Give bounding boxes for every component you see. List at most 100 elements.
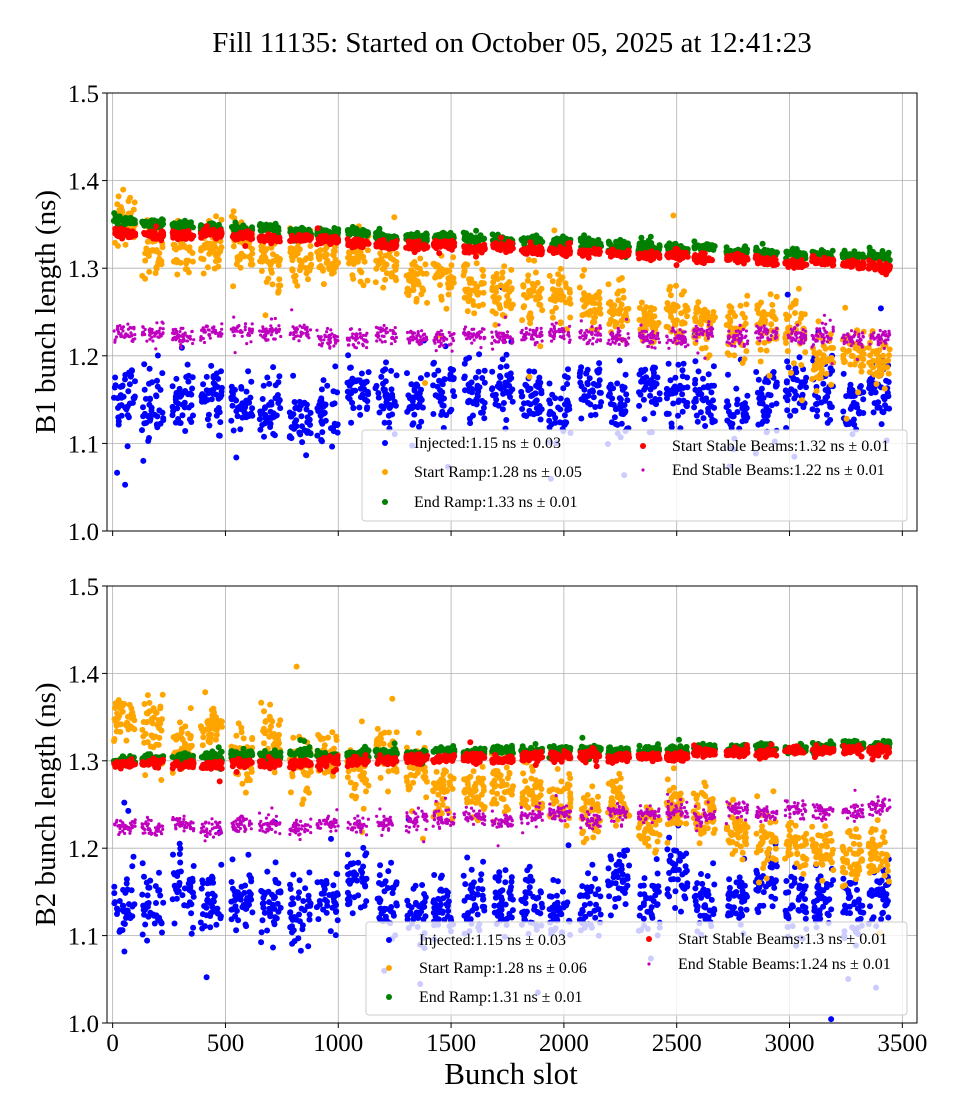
data-point bbox=[546, 380, 553, 387]
data-point bbox=[308, 328, 313, 332]
data-point bbox=[419, 285, 426, 292]
data-point bbox=[422, 261, 429, 268]
data-point bbox=[181, 243, 188, 250]
data-point bbox=[674, 249, 681, 256]
data-point bbox=[820, 352, 826, 359]
data-point bbox=[279, 334, 283, 339]
data-point bbox=[530, 411, 537, 418]
data-point bbox=[144, 238, 151, 245]
data-point bbox=[578, 383, 585, 390]
data-point bbox=[552, 304, 559, 311]
data-point bbox=[159, 217, 166, 223]
data-point bbox=[356, 404, 363, 411]
data-point bbox=[875, 355, 882, 362]
data-point bbox=[411, 269, 418, 276]
data-point bbox=[523, 383, 530, 390]
data-point bbox=[754, 306, 761, 313]
data-point bbox=[743, 405, 750, 412]
data-point bbox=[474, 393, 481, 400]
data-point bbox=[549, 278, 556, 285]
data-point bbox=[328, 345, 332, 349]
data-point bbox=[236, 325, 240, 329]
data-point bbox=[531, 257, 538, 264]
data-point bbox=[247, 333, 251, 337]
data-point bbox=[419, 404, 426, 411]
data-point bbox=[173, 375, 180, 382]
data-point bbox=[792, 407, 799, 414]
data-point bbox=[596, 295, 603, 302]
data-point bbox=[263, 246, 270, 253]
data-point bbox=[335, 335, 340, 339]
data-point bbox=[430, 360, 437, 367]
data-point bbox=[272, 395, 279, 402]
data-point bbox=[130, 206, 137, 213]
data-point bbox=[760, 408, 767, 415]
data-point bbox=[590, 394, 597, 401]
data-point bbox=[705, 383, 712, 390]
data-point bbox=[181, 326, 185, 330]
data-point bbox=[349, 375, 356, 382]
data-point bbox=[553, 235, 560, 242]
data-point bbox=[142, 257, 149, 264]
data-point bbox=[205, 324, 209, 328]
data-point bbox=[121, 329, 125, 333]
data-point bbox=[492, 401, 499, 408]
data-point bbox=[114, 242, 121, 249]
data-point bbox=[154, 352, 161, 359]
data-point bbox=[461, 360, 468, 367]
data-point bbox=[264, 334, 268, 338]
data-point bbox=[490, 274, 497, 281]
data-point bbox=[307, 243, 314, 249]
data-point bbox=[596, 305, 603, 312]
data-point bbox=[258, 247, 265, 254]
data-point bbox=[489, 385, 496, 392]
data-point bbox=[587, 237, 594, 244]
data-point bbox=[161, 321, 165, 325]
data-point bbox=[276, 238, 283, 245]
data-point bbox=[537, 416, 544, 423]
data-point bbox=[692, 395, 699, 402]
data-point bbox=[788, 369, 794, 376]
data-point bbox=[155, 259, 162, 266]
data-point bbox=[435, 367, 442, 374]
data-point bbox=[204, 264, 211, 271]
data-point bbox=[358, 243, 365, 250]
data-point bbox=[220, 327, 224, 331]
data-point bbox=[171, 328, 175, 332]
data-point bbox=[172, 396, 179, 403]
data-point bbox=[668, 313, 674, 320]
data-point bbox=[257, 411, 264, 418]
data-point bbox=[171, 220, 178, 227]
data-point bbox=[267, 420, 274, 427]
data-point bbox=[348, 327, 352, 331]
data-point bbox=[546, 272, 553, 279]
data-point bbox=[850, 251, 857, 258]
data-point bbox=[885, 370, 892, 377]
data-point bbox=[480, 404, 487, 411]
data-point bbox=[529, 280, 536, 287]
data-point bbox=[611, 414, 618, 421]
data-point bbox=[233, 351, 237, 355]
data-point bbox=[759, 240, 766, 247]
data-point bbox=[669, 254, 676, 260]
data-point bbox=[249, 340, 253, 344]
data-point bbox=[683, 402, 690, 409]
data-point bbox=[652, 364, 658, 371]
data-point bbox=[665, 360, 672, 367]
data-point bbox=[431, 371, 438, 378]
data-point bbox=[462, 236, 469, 243]
data-point bbox=[470, 412, 476, 419]
data-point bbox=[364, 388, 371, 395]
data-point bbox=[378, 338, 382, 342]
data-point bbox=[596, 289, 603, 295]
data-point bbox=[269, 317, 274, 321]
data-point bbox=[692, 358, 699, 365]
data-point bbox=[448, 262, 455, 269]
data-point bbox=[478, 281, 485, 287]
data-point bbox=[857, 383, 864, 389]
data-point bbox=[326, 266, 333, 272]
data-point bbox=[323, 260, 330, 266]
data-point bbox=[501, 263, 508, 270]
data-point bbox=[852, 345, 859, 352]
data-point bbox=[405, 292, 412, 299]
